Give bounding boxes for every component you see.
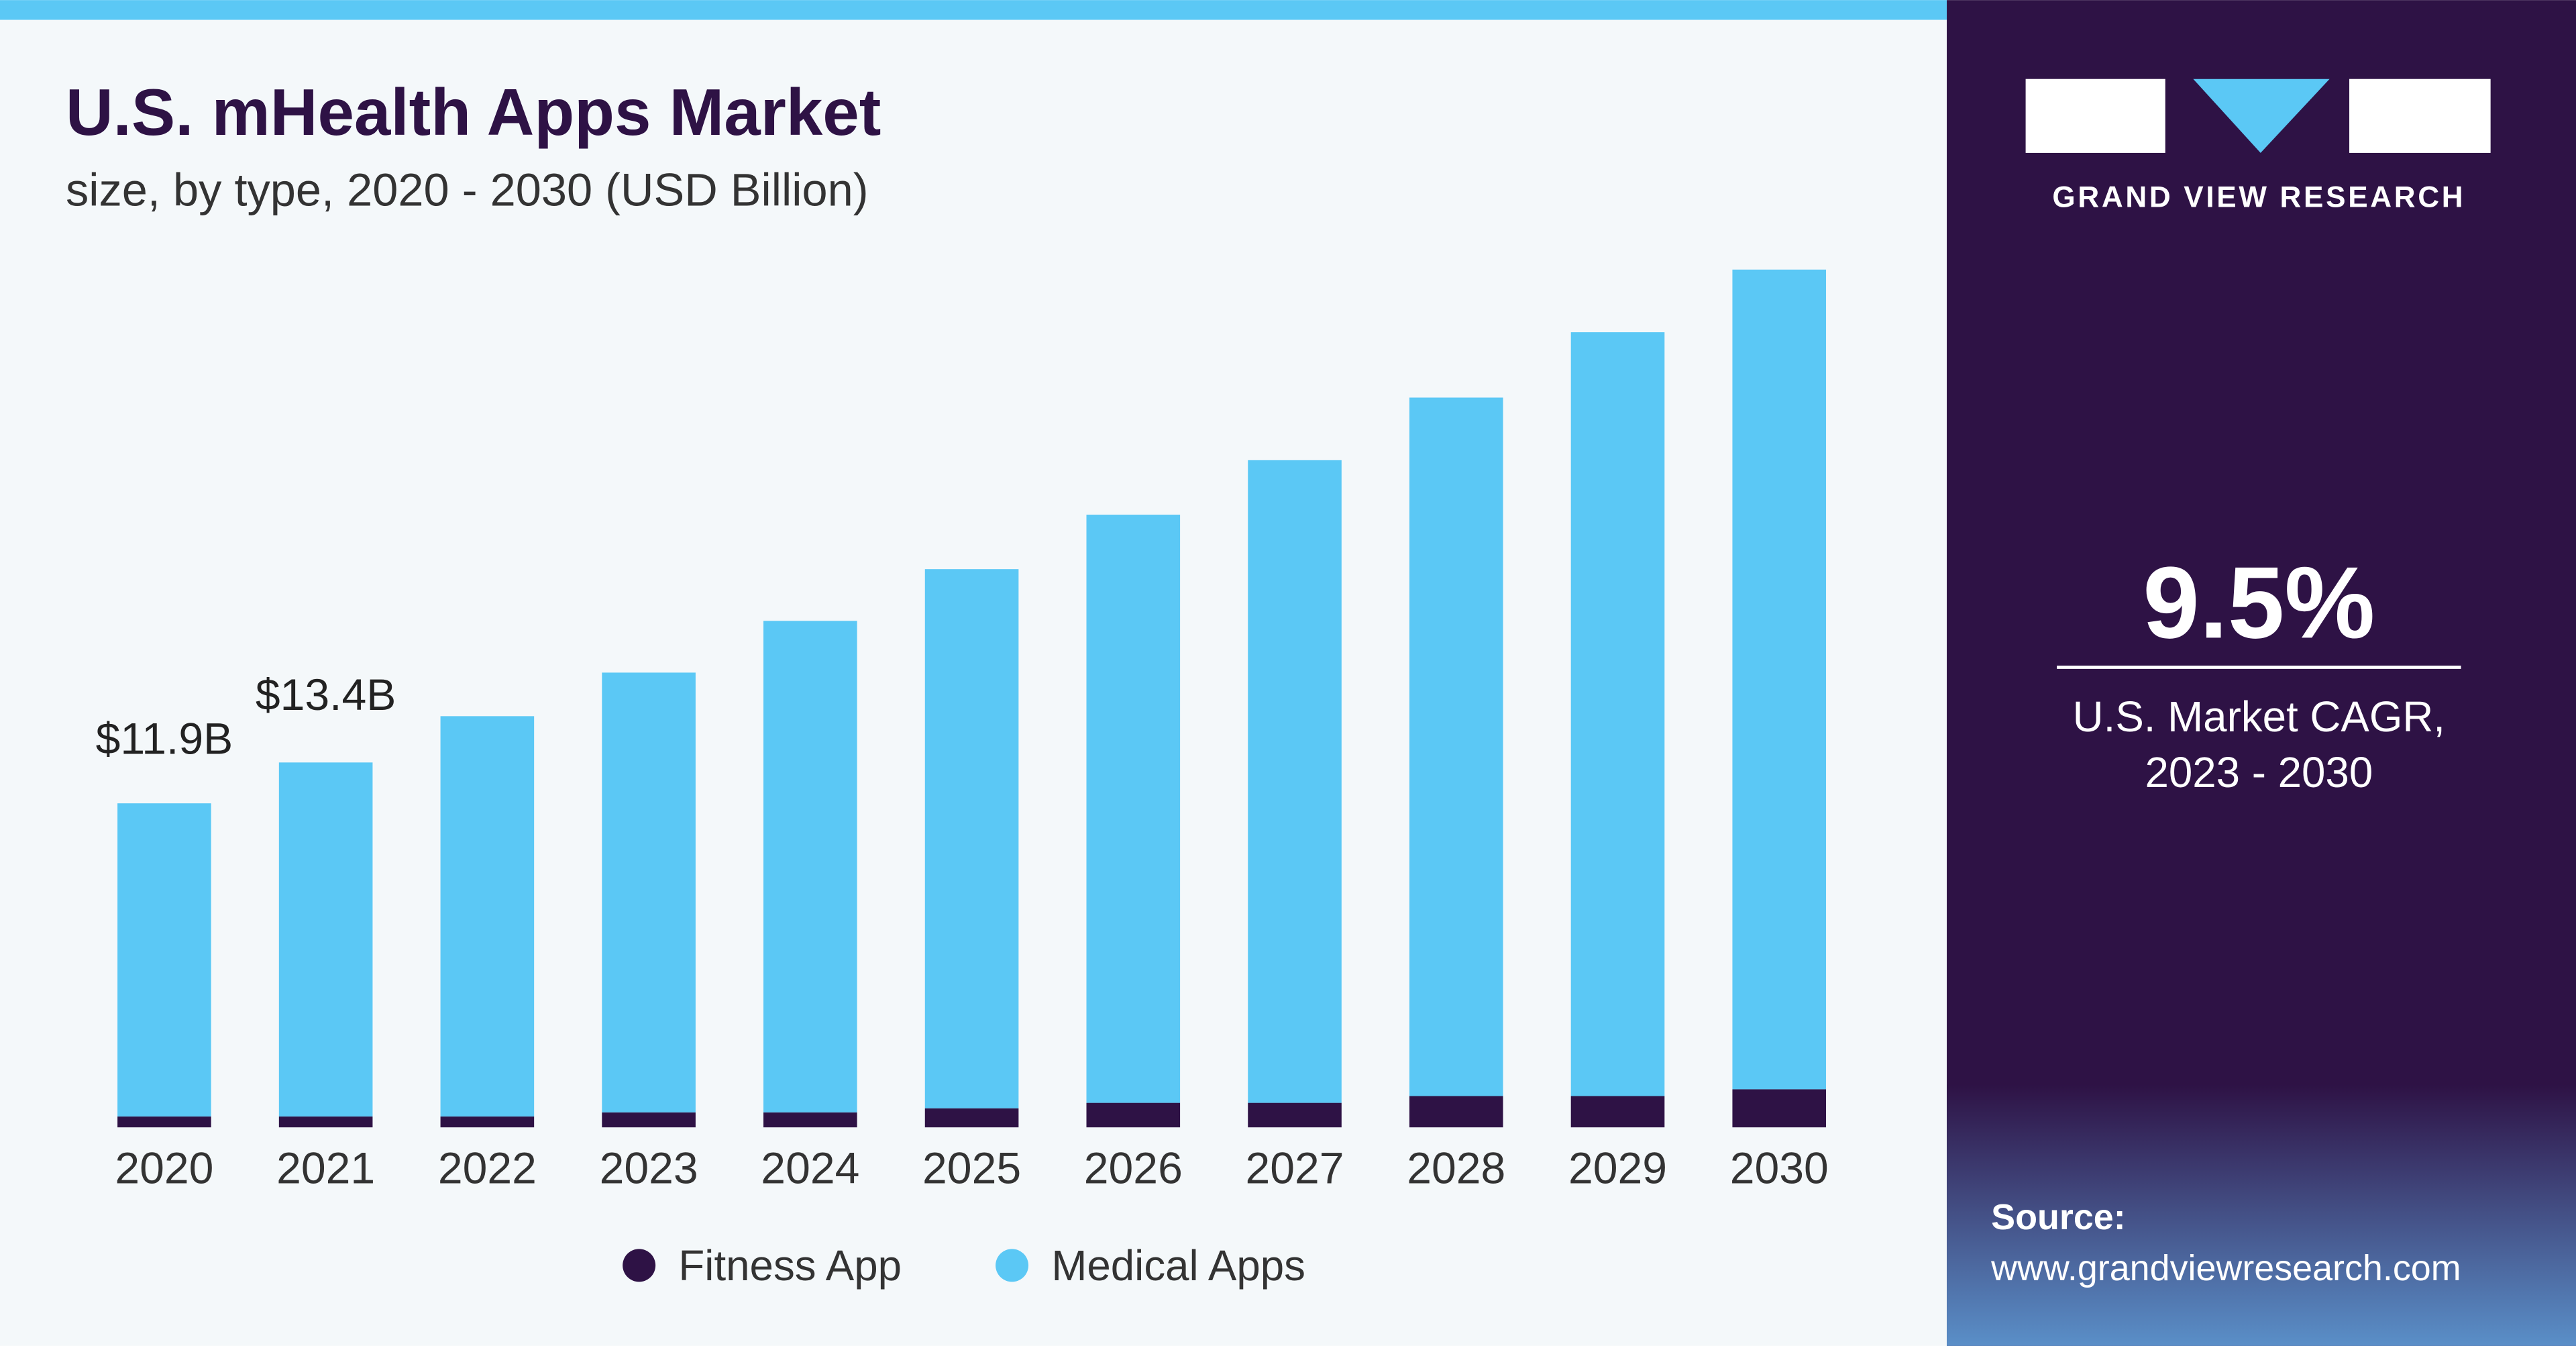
bar-segment: [117, 1116, 211, 1128]
logo-block: [2025, 79, 2165, 153]
x-tick-label: 2021: [276, 1143, 375, 1193]
bar-segment: [763, 1112, 857, 1128]
logo-triangle: [2193, 79, 2330, 153]
bar-segment: [763, 621, 857, 1112]
source-url: www.grandviewresearch.com: [1990, 1248, 2461, 1288]
x-tick-label: 2030: [1730, 1143, 1829, 1193]
cagr-value: 9.5%: [2143, 546, 2375, 660]
logo-block: [2349, 79, 2491, 153]
legend-marker: [996, 1249, 1029, 1282]
bar-segment: [1409, 397, 1503, 1096]
x-tick-label: 2022: [438, 1143, 537, 1193]
cagr-label: U.S. Market CAGR,: [2073, 693, 2445, 741]
bar-segment: [1248, 460, 1342, 1103]
bar-segment: [278, 1116, 373, 1128]
x-tick-label: 2029: [1568, 1143, 1667, 1193]
top-stripe: [0, 0, 1947, 20]
x-tick-label: 2025: [922, 1143, 1021, 1193]
side-panel-floor: [1947, 1084, 2576, 1346]
bar-segment: [924, 569, 1019, 1108]
brand: GRAND VIEW RESEARCH: [2052, 181, 2465, 214]
bar-segment: [1409, 1096, 1503, 1128]
legend-label: Medical Apps: [1051, 1242, 1305, 1290]
x-tick-label: 2026: [1084, 1143, 1183, 1193]
bar-segment: [1086, 515, 1181, 1103]
bar-segment: [1732, 1089, 1827, 1128]
x-tick-label: 2028: [1407, 1143, 1505, 1193]
bar-segment: [1248, 1102, 1342, 1128]
bar-segment: [278, 762, 373, 1117]
legend-label: Fitness App: [678, 1242, 902, 1290]
bar-segment: [440, 1116, 535, 1128]
bar-segment: [1570, 1096, 1665, 1128]
x-tick-label: 2024: [761, 1143, 859, 1193]
bar-segment: [602, 1112, 696, 1128]
bar-segment: [117, 803, 211, 1117]
source-label: Source:: [1991, 1197, 2126, 1237]
x-tick-label: 2020: [115, 1143, 213, 1193]
bar-segment: [602, 672, 696, 1112]
cagr-label: 2023 - 2030: [2145, 749, 2373, 796]
bar-segment: [1732, 269, 1827, 1090]
legend-marker: [623, 1249, 656, 1282]
bar-segment: [1570, 332, 1665, 1096]
total-label: $11.9B: [96, 715, 233, 764]
bar-segment: [1086, 1102, 1181, 1128]
total-label: $13.4B: [256, 670, 396, 720]
bar-segment: [924, 1108, 1019, 1128]
x-tick-label: 2023: [600, 1143, 698, 1193]
chart-title: U.S. mHealth Apps Market: [66, 75, 881, 149]
bar-segment: [440, 716, 535, 1117]
chart-subtitle: size, by type, 2020 - 2030 (USD Billion): [66, 164, 869, 215]
x-tick-label: 2027: [1246, 1143, 1344, 1193]
